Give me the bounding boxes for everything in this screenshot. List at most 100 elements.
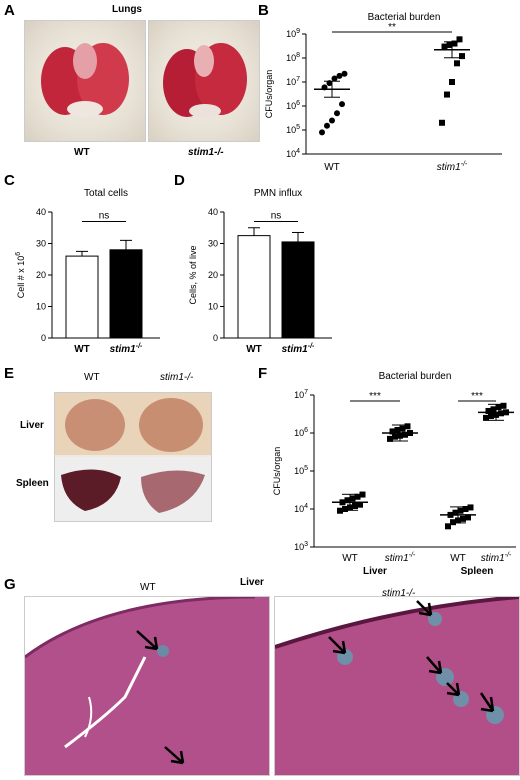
data-point	[354, 493, 361, 500]
data-point	[459, 53, 465, 60]
data-point	[457, 507, 464, 514]
y-tick-label: 20	[208, 270, 218, 280]
data-point	[444, 91, 450, 98]
y-axis-label: Cell # x 106	[15, 252, 26, 299]
data-point	[498, 410, 504, 417]
data-point	[462, 506, 469, 512]
bar-0	[65, 255, 99, 339]
panel-letter-c: C	[4, 172, 15, 189]
chart-d: PMN influx 0 10 20 30 40 Cells, % of live WT sti…	[188, 188, 332, 355]
data-point	[331, 75, 338, 82]
data-point	[357, 501, 363, 508]
data-point	[445, 523, 451, 530]
data-point	[404, 423, 411, 430]
y-tick-label: 30	[208, 239, 218, 249]
data-point	[319, 129, 325, 136]
y-tick-label: 104	[294, 503, 308, 514]
data-point	[460, 515, 466, 522]
y-tick-label: 109	[286, 28, 300, 39]
y-tick-label: 30	[36, 239, 46, 249]
x-tick-label-0: WT	[74, 344, 90, 355]
wt-lung-photo	[24, 20, 146, 142]
organ-label-wt: WT	[84, 372, 100, 383]
significance-label: ns	[271, 210, 282, 221]
data-point	[454, 60, 460, 67]
y-tick-label: 107	[294, 389, 308, 400]
data-point	[342, 506, 348, 512]
chart-b: Bacterial burden 104 105 106 107 108 109 CFUs/o…	[264, 12, 502, 173]
y-tick-label: 40	[36, 207, 46, 217]
significance-label: ***	[471, 391, 483, 402]
liver-spleen-photo	[54, 392, 212, 522]
data-point	[452, 509, 459, 516]
data-point	[334, 110, 340, 117]
lungs-title: Lungs	[112, 4, 142, 15]
y-tick-label: 105	[286, 124, 300, 135]
y-axis-label: CFUs/organ	[272, 447, 282, 496]
chart-title: Bacterial burden	[368, 12, 441, 23]
data-point	[451, 40, 458, 47]
data-point	[387, 435, 393, 442]
bar-1	[109, 249, 143, 339]
data-point	[344, 497, 351, 504]
data-point	[500, 402, 507, 409]
chart-f: Bacterial burden 103 104 105 106 107 CFUs/orga…	[272, 371, 516, 575]
bar-1	[281, 241, 315, 339]
data-point	[456, 36, 463, 43]
data-point	[485, 407, 492, 414]
y-tick-label: 10	[208, 302, 218, 312]
y-tick-label: 108	[286, 52, 300, 63]
y-axis-label: CFUs/organ	[264, 70, 274, 119]
lungs-label-stim1: stim1-/-	[188, 147, 224, 158]
panel-letter-g: G	[4, 576, 16, 593]
x-tick-label-0: WT	[324, 162, 340, 173]
chart-c: Total cells 0 10 20 30 40 Cell # x 106 WT stim1-…	[15, 188, 160, 355]
chart-title: Total cells	[84, 188, 128, 199]
data-point	[359, 491, 366, 498]
data-point	[336, 72, 343, 79]
organ-row-liver: Liver	[20, 420, 44, 431]
data-point	[467, 504, 474, 511]
significance-label: ns	[99, 210, 110, 221]
histology-label-wt: WT	[140, 582, 156, 593]
data-point	[329, 117, 335, 124]
x-tick-label-1: stim1-/-	[385, 552, 416, 564]
data-point	[446, 41, 453, 48]
data-point	[399, 425, 406, 432]
data-point	[402, 431, 408, 438]
y-tick-label: 103	[294, 541, 308, 552]
bar-0	[237, 235, 271, 339]
histology-wt-photo	[24, 595, 270, 776]
data-point	[488, 413, 494, 420]
x-tick-label-0: WT	[342, 553, 358, 564]
histology-label-stim1: stim1-/-	[382, 588, 416, 599]
group-label-liver: Liver	[363, 566, 387, 575]
y-tick-label: 106	[286, 100, 300, 111]
organ-label-stim1: stim1-/-	[160, 372, 194, 383]
y-tick-label: 106	[294, 427, 308, 438]
y-tick-label: 10	[36, 302, 46, 312]
significance-label: ***	[369, 391, 381, 402]
x-tick-label-1: stim1-/-	[437, 161, 468, 173]
data-point	[441, 43, 448, 50]
data-point	[450, 519, 456, 526]
panel-letter-d: D	[174, 172, 185, 189]
y-axis-label: Cells, % of live	[188, 245, 198, 304]
data-point	[389, 428, 396, 435]
group-label-spleen: Spleen	[461, 566, 494, 575]
data-point	[324, 122, 330, 129]
chart-title: PMN influx	[254, 188, 302, 199]
y-tick-label: 0	[41, 333, 46, 343]
data-point	[465, 514, 471, 521]
stim1-lung-photo	[148, 20, 260, 142]
data-point	[483, 414, 489, 421]
histology-title: Liver	[240, 577, 264, 588]
y-tick-label: 107	[286, 76, 300, 87]
data-point	[349, 495, 356, 502]
y-tick-label: 0	[213, 333, 218, 343]
y-tick-label: 105	[294, 465, 308, 476]
x-tick-label-2: WT	[450, 553, 466, 564]
data-point	[341, 70, 348, 77]
x-tick-label-1: stim1-/-	[110, 343, 143, 355]
data-point	[392, 433, 398, 440]
